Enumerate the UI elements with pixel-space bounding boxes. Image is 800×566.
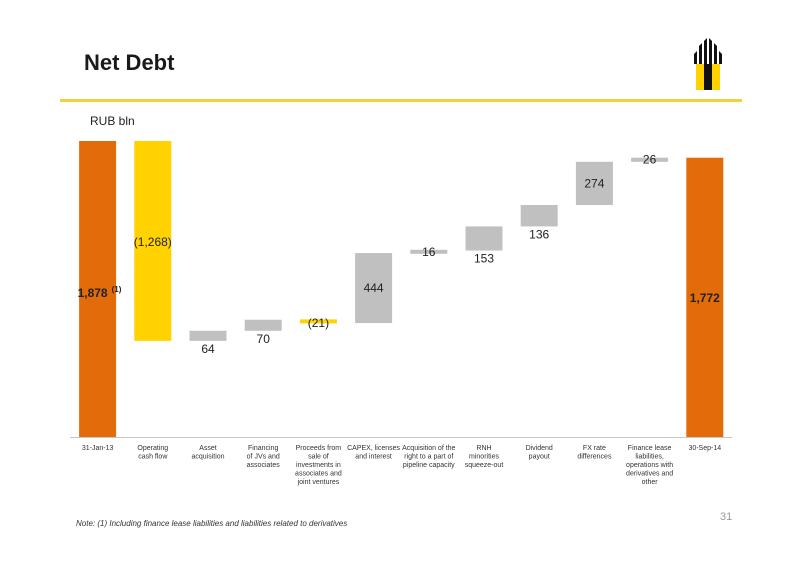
bar-data-label: 1,772 xyxy=(690,291,720,305)
page-title: Net Debt xyxy=(84,50,175,75)
waterfall-bar-increase xyxy=(189,330,227,341)
footnote: Note: (1) Including finance lease liabil… xyxy=(76,519,348,528)
category-tick-label: minorities xyxy=(469,454,499,461)
title-divider xyxy=(60,99,742,102)
category-tick-label: right to a part of xyxy=(404,454,453,461)
category-tick-label: pipeline capacity xyxy=(403,462,455,469)
bar-data-label: (21) xyxy=(308,316,329,330)
footnote-marker: (1) xyxy=(112,285,122,294)
bar-data-label: 16 xyxy=(422,245,436,259)
waterfall-bar-increase xyxy=(244,319,282,331)
category-tick-label: RNH xyxy=(476,445,491,452)
category-tick-label: investments in xyxy=(296,462,341,469)
category-tick-label: Operating xyxy=(137,445,168,452)
category-tick-label: of JVs and xyxy=(247,454,280,461)
category-tick-label: differences xyxy=(577,454,612,461)
bar-data-label: 136 xyxy=(529,227,549,241)
category-tick-label: cash flow xyxy=(138,454,168,461)
bar-data-label: 1,878 xyxy=(78,286,108,300)
category-tick-label: CAPEX, licenses xyxy=(347,445,400,452)
bar-data-label: 26 xyxy=(643,153,657,167)
waterfall-bar-decrease xyxy=(134,141,172,341)
category-tick-label: joint ventures xyxy=(297,479,340,486)
category-tick-label: and interest xyxy=(355,454,392,461)
bar-data-label: 70 xyxy=(257,332,271,346)
waterfall-bar-increase xyxy=(465,226,503,251)
waterfall-bar-increase xyxy=(355,253,393,324)
category-tick-label: operations with xyxy=(626,462,673,469)
category-tick-label: sale of xyxy=(308,454,329,461)
category-tick-label: 30-Sep-14 xyxy=(688,445,721,452)
waterfall-bar-increase xyxy=(520,204,558,227)
page-number: 31 xyxy=(720,511,733,523)
waterfall-bar-decrease xyxy=(299,319,337,324)
category-tick-label: associates xyxy=(247,462,281,469)
waterfall-bar-increase xyxy=(410,249,448,254)
category-tick-label: Acquisition of the xyxy=(402,445,455,452)
bar-data-label: 64 xyxy=(201,342,215,356)
category-tick-label: acquisition xyxy=(191,454,224,461)
category-tick-label: Financing xyxy=(248,445,278,452)
category-tick-label: FX rate xyxy=(583,445,606,452)
category-tick-label: Proceeds from xyxy=(296,445,342,452)
waterfall-bar-total xyxy=(79,141,117,437)
category-tick-label: squeeze-out xyxy=(465,462,504,469)
category-tick-label: 31-Jan-13 xyxy=(82,445,114,452)
category-tick-label: derivatives and xyxy=(626,471,673,478)
category-tick-label: Asset xyxy=(199,445,217,452)
category-tick-label: other xyxy=(642,479,659,486)
bar-data-label: 444 xyxy=(364,281,384,295)
category-tick-label: Finance lease xyxy=(628,445,672,452)
bar-data-label: 274 xyxy=(584,176,604,190)
waterfall-bar-total xyxy=(686,157,724,437)
category-tick-label: associates and xyxy=(295,471,342,478)
category-tick-label: liabilities, xyxy=(635,454,663,461)
waterfall-bar-increase xyxy=(631,157,669,162)
bar-data-label: (1,268) xyxy=(134,235,172,249)
unit-label: RUB bln xyxy=(90,114,135,128)
bar-data-label: 153 xyxy=(474,252,494,266)
category-tick-label: Dividend xyxy=(526,445,553,452)
waterfall-bar-increase xyxy=(575,161,613,205)
category-tick-label: payout xyxy=(529,454,550,461)
company-logo-icon xyxy=(690,38,726,92)
